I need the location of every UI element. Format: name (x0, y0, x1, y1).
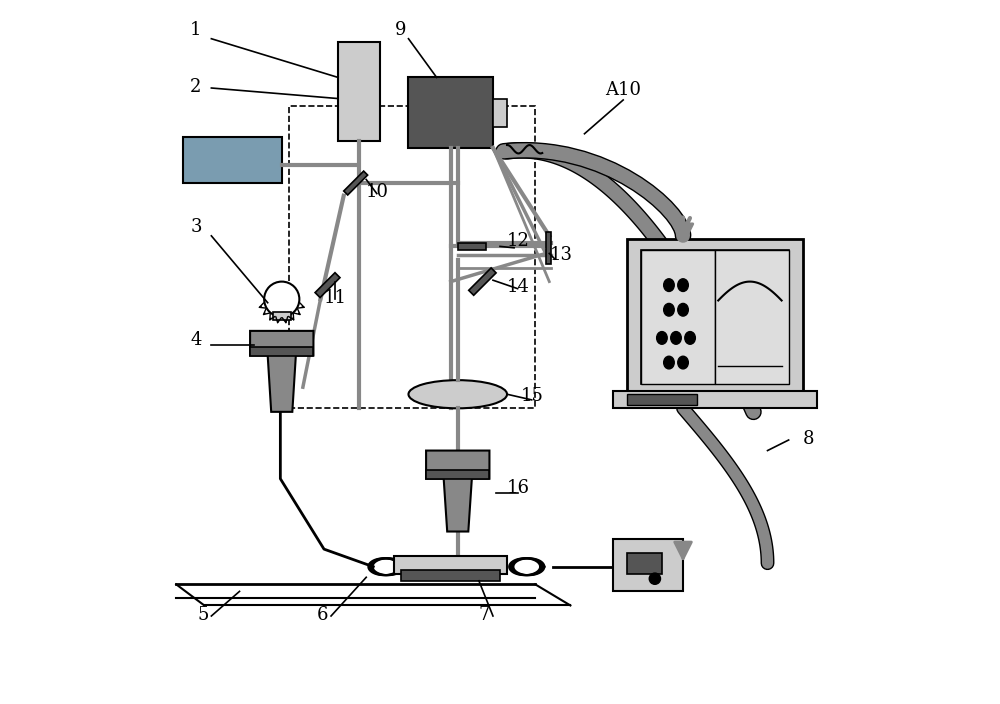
Ellipse shape (664, 279, 674, 291)
Bar (394, 556, 507, 574)
Text: 13: 13 (549, 246, 572, 265)
Text: 8: 8 (803, 429, 814, 448)
Bar (493, 99, 507, 127)
Text: 4: 4 (190, 331, 202, 349)
Polygon shape (315, 272, 340, 298)
Ellipse shape (657, 332, 667, 344)
Text: 12: 12 (507, 232, 530, 251)
Bar (401, 570, 500, 581)
Bar (426, 470, 489, 479)
Ellipse shape (408, 380, 507, 408)
Bar (613, 539, 683, 591)
Bar (338, 42, 380, 141)
Bar (715, 250, 789, 384)
Text: 3: 3 (190, 218, 202, 237)
Text: 16: 16 (507, 479, 530, 497)
Circle shape (649, 573, 661, 584)
Bar (273, 312, 291, 320)
Circle shape (264, 282, 299, 317)
Bar (627, 394, 697, 405)
Bar (458, 243, 486, 250)
Text: 5: 5 (197, 605, 209, 624)
Ellipse shape (678, 356, 688, 369)
Text: 14: 14 (507, 278, 530, 296)
Bar (641, 250, 789, 384)
Text: 6: 6 (317, 605, 328, 624)
Text: A10: A10 (606, 81, 642, 99)
Text: 15: 15 (521, 387, 544, 406)
Bar (613, 391, 817, 408)
Ellipse shape (664, 303, 674, 316)
Polygon shape (469, 268, 496, 295)
Bar (408, 77, 493, 148)
Ellipse shape (685, 332, 695, 344)
Ellipse shape (664, 356, 674, 369)
Text: 7: 7 (479, 605, 490, 624)
Bar (289, 106, 535, 408)
Polygon shape (426, 451, 489, 532)
Bar (250, 347, 313, 356)
Bar (183, 137, 282, 183)
Bar (641, 250, 715, 384)
Polygon shape (250, 331, 313, 412)
Bar (627, 553, 662, 574)
Text: 9: 9 (394, 21, 406, 39)
Bar (546, 232, 551, 264)
Text: 11: 11 (324, 289, 347, 307)
Ellipse shape (671, 332, 681, 344)
Text: 2: 2 (190, 77, 202, 96)
Text: 10: 10 (366, 183, 389, 201)
Polygon shape (344, 171, 368, 195)
Ellipse shape (678, 279, 688, 291)
Ellipse shape (678, 303, 688, 316)
Text: 1: 1 (190, 21, 202, 39)
Bar (627, 239, 803, 394)
